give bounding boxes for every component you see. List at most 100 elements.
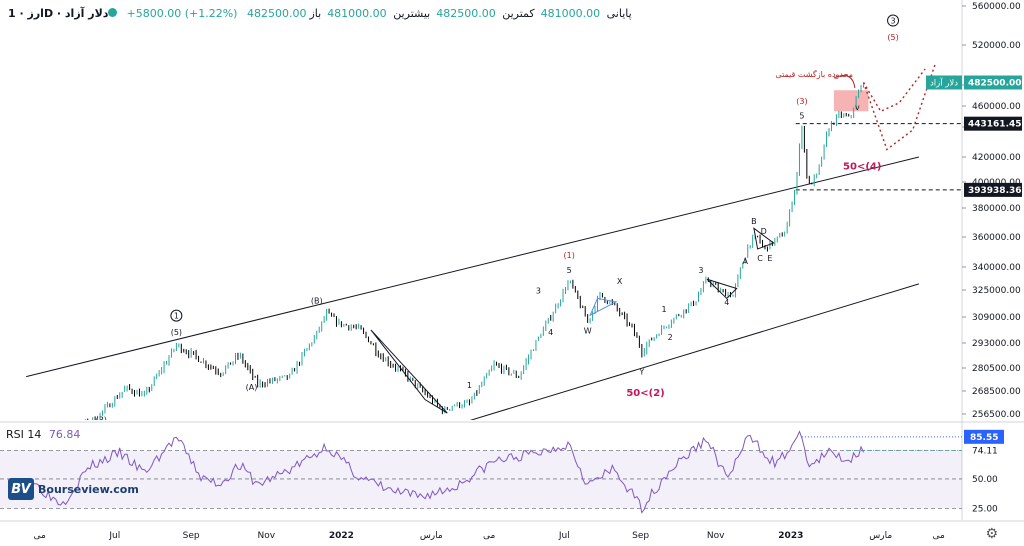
rsi-high-tag: 85.55 (970, 433, 998, 443)
rsi-level-label: 25.00 (972, 505, 998, 515)
wave-label: B (751, 217, 757, 226)
level-tag-bg (964, 116, 1022, 131)
correction-triangle (753, 227, 775, 250)
rsi-label: RSI 14 (6, 428, 42, 441)
close-label: پایانی (606, 7, 632, 20)
wave-label: v (855, 103, 860, 112)
wave-label: 1 (467, 381, 472, 390)
rsi-header: RSI 14 76.84 (6, 428, 80, 444)
high-value: 482500.00 (436, 7, 496, 20)
wave-label: (B) (311, 297, 323, 306)
y-tick-label: 460000.00 (972, 102, 1021, 112)
last-price-tag: 482500.00 (968, 79, 1022, 89)
x-tick-label: می (483, 531, 496, 541)
y-tick-label: 340000.00 (972, 263, 1021, 273)
wave-label: (A) (246, 383, 258, 392)
y-tick-label: 360000.00 (972, 233, 1021, 243)
correction-triangle (370, 329, 448, 414)
level-tag: 443161.45 (968, 120, 1022, 130)
gear-icon[interactable]: ⚙ (985, 526, 998, 542)
x-tick-label: 2023 (778, 531, 803, 541)
x-tick-label: مارس (869, 531, 892, 541)
x-tick-label: Jul (558, 531, 570, 541)
rsi-value: 76.84 (48, 428, 81, 441)
wave-circle (887, 14, 900, 27)
wave-label: (5) (887, 33, 898, 42)
wave-label: D (761, 227, 767, 236)
eye-icon[interactable] (108, 8, 117, 17)
channel-line-lower (469, 283, 920, 420)
wave-label: Y (638, 368, 644, 377)
y-tick-label: 309000.00 (972, 313, 1021, 323)
ohlc-readout: +5800.00 (+1.22%) 482500.00 پایانی 481000… (108, 7, 632, 23)
wave-circle (170, 309, 183, 322)
wave-label: 2 (416, 427, 421, 436)
zone-arrow (833, 75, 856, 89)
level-tag-bg (964, 182, 1022, 197)
wave-label: 1 (661, 305, 666, 314)
chart-header: ارز · 1D · دلار آزاد (8, 7, 108, 23)
x-tick-label: مارس (420, 531, 443, 541)
wave-label: 3 (890, 17, 895, 26)
wave-label: W (584, 326, 592, 335)
rsi-high-tag-bg (964, 429, 1004, 444)
open-value: 481000.00 (327, 7, 387, 20)
price-plot: (3) (5) 1 (A) (B) 1 2 3 4 (1) 5 W X Y 1 2 3 4 A B C D E 5 (3) v 3 (… (26, 14, 962, 436)
wave-label: (3) (96, 415, 107, 424)
x-tick-label: Nov (257, 531, 275, 541)
correction-triangle (589, 297, 618, 317)
wave-label: C (757, 254, 763, 263)
low-label: کمترین (502, 7, 535, 20)
logo-mark: BV (8, 478, 34, 500)
y-tick-label: 380000.00 (972, 204, 1021, 214)
rsi-level-label: 74.11 (972, 446, 998, 456)
high-label: بیشترین (393, 7, 431, 20)
x-tick-label: می (34, 531, 47, 541)
bourseview-logo: BV Bourseview.com (8, 478, 139, 500)
wave-label: 2 (668, 333, 673, 342)
symbol-title: ارز · 1D · دلار آزاد (8, 7, 109, 20)
series-name-tag: دلار آزاد (930, 77, 958, 89)
wave-label: 1 (174, 312, 179, 321)
reversal-zone (833, 90, 869, 112)
wave-label: (1) (564, 251, 575, 260)
wave-label: 5 (799, 112, 804, 121)
rsi-level-label: 50.00 (972, 475, 998, 485)
y-tick-label: 256500.00 (972, 410, 1021, 420)
projection-path (862, 68, 926, 113)
wave-label: 4 (548, 328, 553, 337)
wave-label: X (617, 277, 623, 286)
x-tick-label: Sep (183, 531, 200, 541)
x-tick-label: می (932, 531, 945, 541)
level-tag: 393938.36 (968, 186, 1022, 196)
x-tick-label: Sep (632, 531, 649, 541)
x-tick-label: Nov (707, 531, 725, 541)
change-value: +5800.00 (+1.22%) (126, 7, 238, 20)
rsi-band (0, 450, 962, 509)
close-value: 482500.00 (246, 7, 307, 20)
y-tick-label: 520000.00 (972, 41, 1021, 51)
wave-label: 3 (536, 286, 541, 295)
wave-label: 3 (698, 266, 703, 275)
series-name-tag-bg (926, 75, 962, 90)
wave-label: 50<(4) (843, 162, 881, 173)
x-tick-label: 2022 (329, 531, 354, 541)
rsi-line (25, 430, 864, 514)
y-tick-label: 325000.00 (972, 286, 1021, 296)
wave-label: A (743, 257, 749, 266)
y-tick-label: 560000.00 (972, 2, 1021, 12)
zone-label: محدوده بازگشت قیمتی (775, 69, 853, 79)
wave-label: 5 (567, 266, 572, 275)
channel-line-upper (26, 156, 920, 378)
wave-label: 4 (724, 298, 729, 307)
last-price-tag-bg (964, 75, 1022, 90)
y-tick-label: 280500.00 (972, 364, 1021, 374)
wave-label: (5) (171, 328, 182, 337)
correction-triangle (706, 278, 738, 300)
wave-label: 50<(2) (626, 388, 664, 399)
y-tick-label: 293000.00 (972, 339, 1021, 349)
y-tick-label: 420000.00 (972, 153, 1021, 163)
x-tick-label: Jul (108, 531, 120, 541)
wave-label: (3) (796, 97, 807, 106)
